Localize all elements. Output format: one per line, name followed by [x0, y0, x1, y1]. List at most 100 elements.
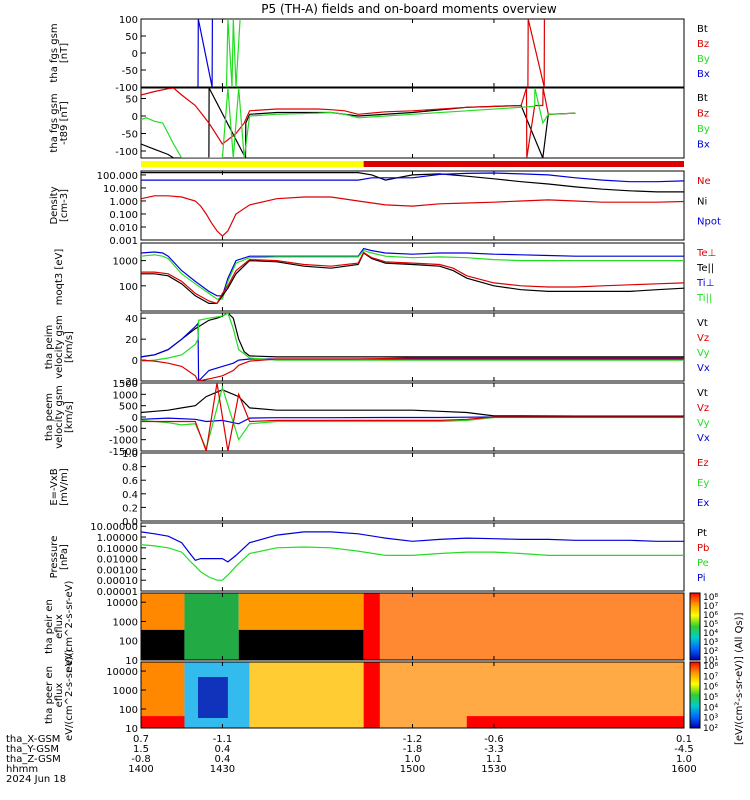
colorbar-tick-0-7: 10¹ — [703, 656, 718, 666]
y-tick-label-0-1: 50 — [125, 32, 138, 43]
y-tick-label-3-3: 0.100 — [109, 210, 138, 221]
series-8-Pe — [141, 544, 684, 581]
series-3-Ne — [141, 195, 684, 237]
series-1-Bz — [141, 88, 576, 158]
y-tick-label-7-2: 0.6 — [122, 476, 138, 487]
panel-2 — [141, 161, 684, 167]
series-4-Te⊥ — [141, 251, 684, 305]
legend-4-0: Te⊥ — [696, 248, 716, 259]
colorbar-tick-1-2: 10⁶ — [703, 683, 718, 693]
y-tick-label-3-2: 1.000 — [109, 197, 138, 208]
x-label-z_gsm-0: -0.8 — [131, 754, 151, 765]
spectrogram-band-1 — [141, 629, 185, 660]
series-group-6 — [141, 383, 684, 451]
panel-1: 50 0 -50 -100 tha fgs gsm -t89 [nT] Bt Bz By Bx — [49, 87, 710, 159]
spectrogram-10 — [141, 662, 684, 728]
panel-3: 100.000 10.000 1.000 0.100 0.010 0.001 Density… — [49, 170, 721, 247]
series-8-Pi — [141, 531, 684, 563]
y-axis-label-10-1: eflux — [54, 683, 65, 708]
colorbar-tick-1-3: 10⁵ — [703, 693, 718, 703]
y-tick-label-0-2: 0 — [132, 49, 138, 60]
legend-0-1: Bz — [697, 39, 709, 50]
series-3-Npot — [141, 172, 684, 183]
panel-frame-7 — [140, 452, 685, 522]
spectrogram-band-3 — [238, 593, 364, 630]
legend-7-2: Ex — [697, 498, 709, 509]
panel-5: 40 20 0 -20 tha peim velocity gsm [km/s] Vt Vz Vy… — [44, 312, 710, 388]
y-tick-label-8-6: 0.00001 — [97, 587, 138, 598]
panel-frame-5 — [140, 312, 685, 382]
colorbar-tick-1-6: 10² — [703, 724, 718, 734]
y-tick-label-8-2: 0.10000 — [97, 544, 138, 555]
colorbar-tick-1-1: 10⁷ — [703, 672, 718, 682]
quality-bar-segment-1 — [363, 161, 684, 167]
legend-8-3: Pi — [697, 573, 706, 584]
y-axis-label-9-0: tha peir en — [44, 599, 55, 654]
x-label-x_gsm-1: -1.1 — [213, 734, 233, 745]
y-tick-label-3-4: 0.010 — [109, 223, 138, 234]
legend-3-1: Ni — [697, 196, 707, 207]
series-4-Ti⊥ — [141, 247, 684, 297]
legend-0-2: By — [697, 54, 710, 65]
y-tick-label-9-1: 1000 — [113, 617, 138, 628]
quality-bar-segment-0 — [141, 161, 364, 167]
series-5-Vy — [141, 313, 684, 362]
legend-8-2: Pe — [697, 558, 709, 569]
spectrogram-band-5 — [141, 716, 185, 728]
legend-7-1: Ey — [697, 478, 709, 489]
series-1-Bt — [141, 88, 576, 158]
y-tick-label-6-2: 500 — [119, 402, 138, 413]
y-tick-label-6-0: 1500 — [113, 379, 138, 390]
spectrogram-band-3 — [363, 662, 380, 728]
legend-6-3: Vx — [697, 433, 710, 444]
y-tick-label-8-3: 0.01000 — [97, 555, 138, 566]
panel-10: 10000 1000 100 10 tha peer en eflux eV/(cm^2-s… — [44, 649, 685, 741]
legend-3-0: Ne — [697, 176, 711, 187]
legend-6-0: Vt — [697, 388, 708, 399]
panel-frame-1 — [140, 87, 685, 159]
colorbar-tick-0-6: 10² — [703, 647, 718, 657]
legend-1-1: Bz — [697, 109, 709, 120]
colorbar-tick-0-0: 10⁸ — [703, 593, 718, 603]
y-tick-label-8-0: 10.00000 — [90, 522, 138, 533]
y-tick-label-7-3: 0.4 — [122, 490, 138, 501]
spectrogram-band-5 — [363, 593, 380, 660]
series-3-Ni — [141, 172, 684, 193]
x-label-z_gsm-2: 1.0 — [405, 754, 421, 765]
colorbar-tick-0-4: 10⁴ — [703, 629, 718, 639]
y-tick-label-1-2: -50 — [122, 130, 138, 141]
legend-0-0: Bt — [697, 24, 708, 35]
legend-5-3: Vx — [697, 363, 710, 374]
y-tick-label-9-2: 100 — [119, 637, 138, 648]
y-tick-label-9-3: 10 — [125, 656, 138, 667]
x-label-x_gsm-3: -0.6 — [484, 734, 504, 745]
legend-8-0: Pt — [697, 528, 707, 539]
y-tick-label-10-2: 100 — [119, 705, 138, 716]
y-axis-label-9-2: eV/(cm^2-s-sr-eV) — [64, 580, 75, 672]
legend-3-2: Npot — [697, 217, 721, 228]
y-axis-label-7-0: E=-VxB — [49, 468, 60, 505]
x-label-x_gsm-2: -1.2 — [403, 734, 423, 745]
x-label-time_ticks-3: 1530 — [481, 764, 506, 775]
legend-1-3: Bx — [697, 140, 710, 151]
y-tick-label-1-0: 50 — [125, 95, 138, 106]
x-label-z_gsm-3: 1.1 — [486, 754, 502, 765]
series-4-Ti|| — [141, 249, 684, 300]
y-tick-label-6-3: 0 — [132, 413, 138, 424]
xrow-label-xgsm: tha_X-GSM — [6, 734, 60, 745]
colorbar-tick-1-0: 10⁸ — [703, 662, 718, 672]
y-tick-label-6-4: -500 — [115, 424, 138, 435]
y-axis-label-5-0: tha peim — [44, 325, 55, 370]
y-tick-label-5-2: 0 — [132, 356, 138, 367]
time-axis: tha_X-GSM tha_Y-GSM tha_Z-GSM hhmm 2024 … — [6, 734, 697, 785]
y-axis-label-1-0: tha fgs gsm — [49, 93, 60, 152]
series-group-8 — [141, 531, 684, 581]
xrow-label-ygsm: tha_Y-GSM — [6, 744, 59, 755]
y-tick-label-0-0: 100 — [119, 15, 138, 26]
y-tick-label-7-0: 1.0 — [122, 449, 138, 460]
panel-4: 1000 100 moqt3 [eV] Te⊥ Te|| Ti⊥ Ti|| — [54, 242, 716, 312]
y-tick-label-6-1: 1000 — [113, 390, 138, 401]
series-group-1 — [141, 88, 576, 158]
